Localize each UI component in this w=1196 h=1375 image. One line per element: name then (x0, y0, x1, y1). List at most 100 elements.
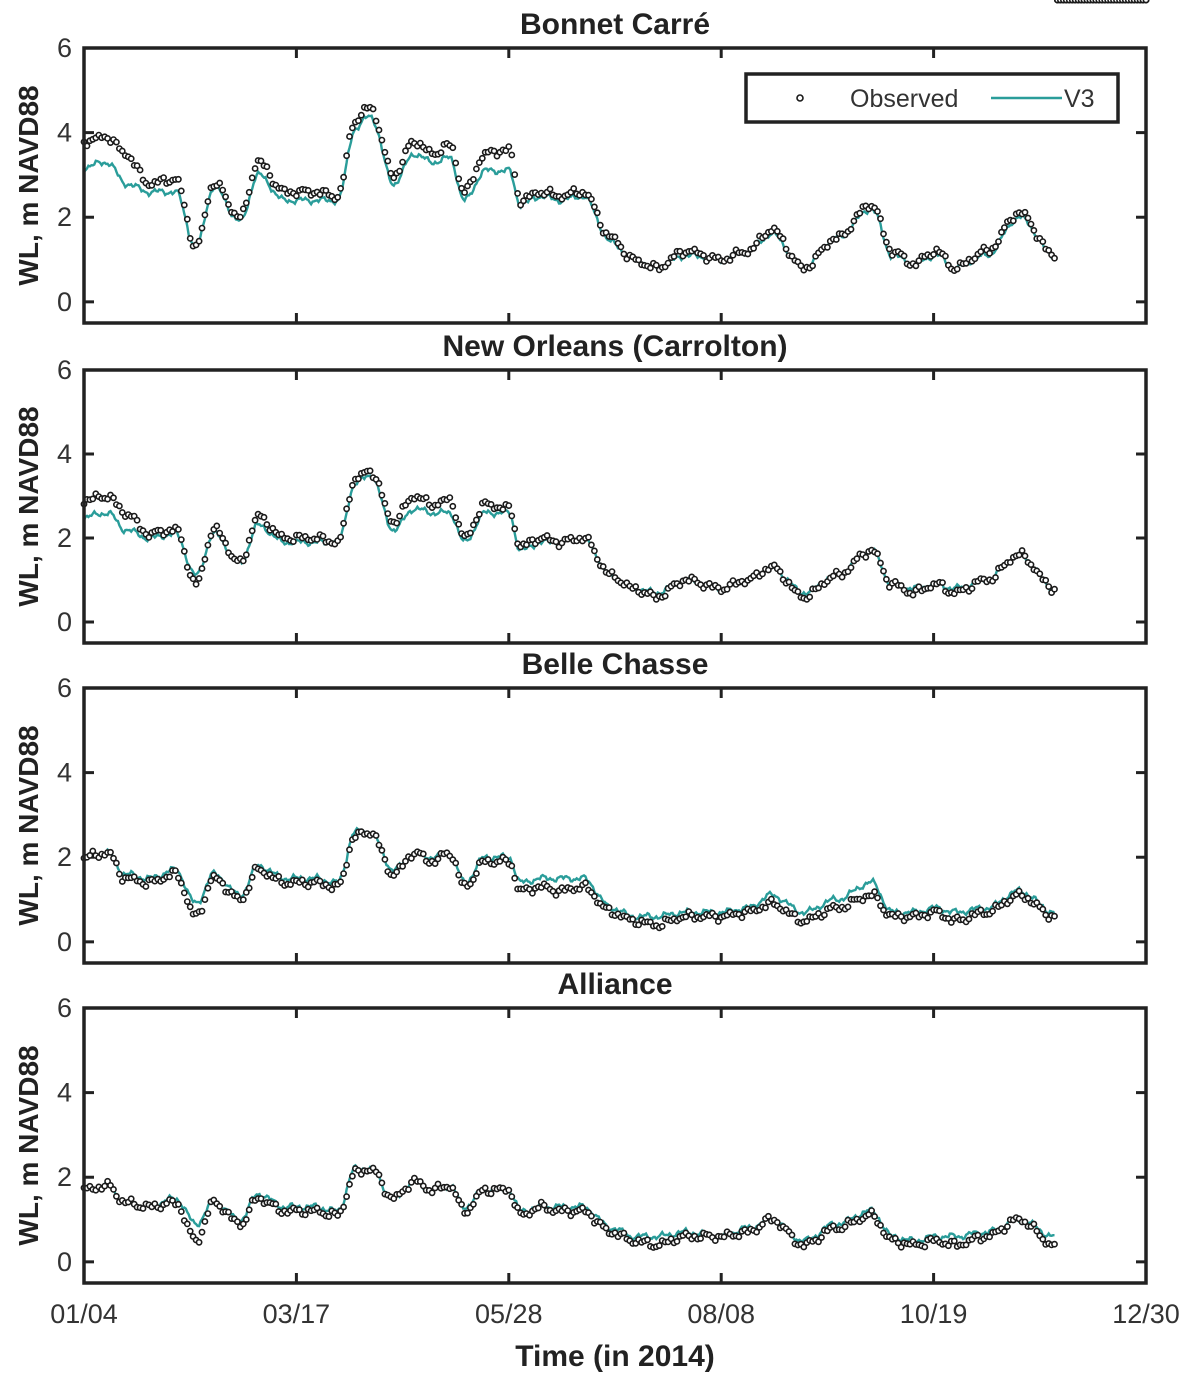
observed-point (883, 238, 890, 246)
observed-point (844, 903, 852, 911)
observed-point (1027, 220, 1035, 228)
x-tick-label: 05/28 (475, 1299, 543, 1329)
observed-point (543, 532, 551, 539)
observed-point (354, 117, 362, 125)
observed-point (340, 870, 347, 877)
observed-point (620, 250, 628, 258)
observed-point (378, 846, 386, 854)
observed-point (245, 884, 253, 892)
observed-point (301, 1211, 309, 1219)
observed-point (791, 910, 799, 918)
observed-point (505, 1186, 513, 1194)
observed-point (198, 1228, 206, 1236)
observed-point (511, 525, 519, 533)
observed-point (458, 1201, 465, 1208)
observed-point (859, 897, 867, 905)
observed-point (207, 877, 215, 885)
observed-point (242, 199, 250, 207)
observed-point (110, 1186, 117, 1193)
observed-point (257, 1195, 265, 1202)
observed-point (824, 243, 831, 251)
panel-title: Bonnet Carré (520, 8, 710, 41)
observed-point (514, 1204, 521, 1211)
observed-point (1006, 559, 1014, 566)
observed-point (139, 1205, 147, 1212)
observed-point (204, 1210, 212, 1217)
x-axis-label: Time (in 2014) (515, 1340, 715, 1373)
observed-point (422, 494, 430, 501)
observed-point (635, 921, 642, 929)
observed-point (874, 894, 881, 902)
observed-point (384, 510, 392, 517)
observed-point (591, 547, 598, 555)
observed-point (744, 250, 752, 258)
observed-point (107, 848, 114, 856)
observed-point (588, 541, 595, 549)
y-tick-label: 4 (57, 758, 72, 788)
observed-point (469, 1200, 477, 1208)
observed-point (508, 512, 516, 520)
observed-point (319, 532, 327, 540)
observed-point (204, 541, 212, 549)
observed-point (113, 1192, 120, 1200)
observed-point (927, 584, 935, 592)
x-tick-label: 12/30 (1112, 1299, 1180, 1329)
observed-point (806, 593, 814, 601)
observed-point (644, 1236, 651, 1244)
observed-point (596, 221, 604, 229)
observed-point (219, 186, 227, 194)
observed-point (652, 261, 660, 269)
observed-point (1051, 585, 1058, 593)
observed-point (953, 265, 961, 273)
y-tick-label: 6 (57, 993, 72, 1023)
panel-3: Belle Chasse WL, m NAVD88 0 2 4 6 (13, 0, 1150, 965)
panel-2: New Orleans (Carrolton) WL, m NAVD88 0 2 4 6 (13, 0, 1150, 645)
observed-point (372, 832, 380, 839)
observed-point (233, 1218, 241, 1226)
observed-point (505, 502, 513, 509)
observed-point (629, 915, 637, 923)
observed-point (431, 860, 439, 867)
plot-frame (82, 1006, 1148, 1285)
panel-title: Belle Chasse (522, 648, 709, 681)
observed-point (877, 215, 884, 223)
observed-point (1142, 0, 1150, 4)
observed-point (750, 244, 757, 252)
observed-point (762, 904, 769, 912)
observed-point (788, 1231, 796, 1239)
plot-frame (82, 686, 1148, 965)
observed-point (909, 591, 917, 599)
observed-point (1009, 217, 1017, 225)
y-tick-label: 0 (57, 1247, 72, 1277)
observed-point (201, 1218, 209, 1225)
legend-observed-label: Observed (850, 85, 958, 113)
observed-point (735, 1233, 743, 1241)
observed-point (452, 1191, 460, 1198)
observed-point (1018, 547, 1026, 554)
y-tick-label: 4 (57, 439, 72, 469)
observed-point (588, 195, 595, 203)
observed-point (195, 1238, 203, 1246)
observed-point (726, 257, 734, 264)
observed-point (765, 1212, 772, 1220)
observed-point (192, 580, 200, 588)
y-tick-label: 0 (57, 287, 72, 317)
observed-point (449, 144, 457, 152)
observed-point (773, 227, 781, 235)
observed-point (508, 151, 516, 159)
observed-point (720, 1233, 728, 1241)
observed-point (295, 1206, 303, 1214)
observed-point (260, 513, 268, 521)
x-tick-label: 10/19 (900, 1299, 968, 1329)
y-tick-label: 4 (57, 118, 72, 148)
observed-point (753, 239, 760, 247)
observed-point (853, 555, 861, 563)
observed-point (337, 533, 344, 541)
panel-1: Bonnet Carré WL, m NAVD88 0 2 4 6 Observed V3 (13, 0, 1150, 325)
observed-point (242, 1216, 250, 1223)
observed-point (116, 502, 123, 510)
observed-point (585, 533, 592, 541)
observed-point (971, 255, 979, 263)
observed-point (785, 578, 793, 586)
observed-point (348, 1172, 356, 1180)
